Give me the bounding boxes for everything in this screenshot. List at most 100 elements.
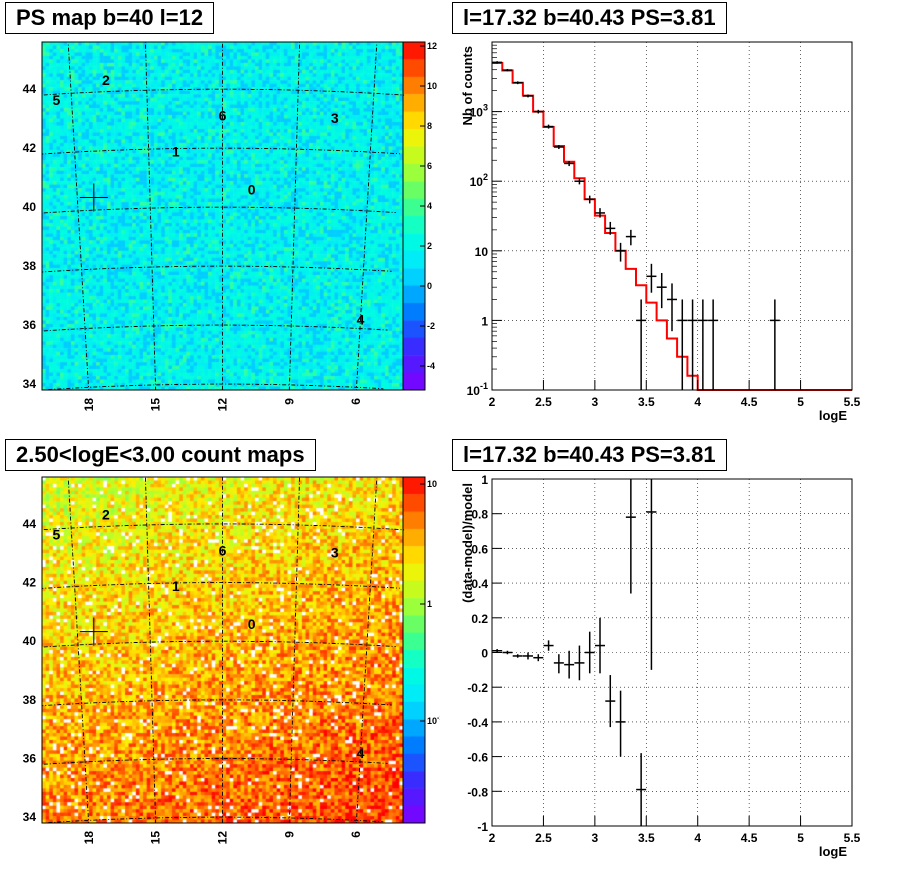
data-point (677, 299, 688, 390)
count-map-colorbar (403, 477, 425, 823)
y-tick-label: 0.2 (471, 612, 488, 626)
lat-tick-label: 34 (23, 377, 37, 391)
graticule-meridian (355, 43, 378, 403)
data-point (646, 479, 657, 670)
y-tick-label: 0 (481, 647, 488, 661)
x-tick-label: 4.5 (741, 395, 758, 409)
lat-tick-label: 44 (23, 517, 37, 531)
data-point (605, 221, 616, 235)
x-tick-label: 4.5 (741, 831, 758, 845)
y-axis-label: (data-model)/model (460, 483, 475, 603)
y-tick-label: -0.4 (467, 716, 488, 730)
data-point (533, 109, 544, 114)
data-point (625, 229, 636, 246)
colorbar-tick-label: 10 (427, 479, 437, 489)
data-point (523, 652, 533, 660)
x-tick-label: 2 (489, 395, 496, 409)
data-point (584, 195, 595, 204)
colorbar-frame (402, 476, 426, 824)
graticule-meridian (67, 43, 90, 403)
lat-tick-label: 38 (23, 693, 37, 707)
y-tick-label: 10-1 (467, 381, 488, 398)
lat-tick-label: 38 (23, 259, 37, 273)
graticule-parallel (25, 523, 405, 532)
map-frame (41, 41, 404, 391)
residual-chart: 2 2.5 3 3.5 4 4.5 5 5.5 -1 -0.8 -0.6 -0.4 -0.2 0 0.2 0.… (460, 473, 861, 859)
source-label: 5 (53, 527, 61, 543)
x-tick-label: 4 (694, 395, 701, 409)
source-label: 1 (172, 578, 180, 594)
residual-title: l=17.32 b=40.43 PS=3.81 (452, 439, 727, 471)
graticule-parallel (39, 699, 392, 707)
x-tick-label: 5 (797, 395, 804, 409)
x-tick-label: 4 (694, 831, 701, 845)
source-label: 6 (219, 108, 227, 124)
graticule-parallel (48, 383, 384, 391)
graticule-parallel (48, 816, 384, 824)
spectrum-panel: 2 2.5 3 3.5 4 4.5 5 5.5 10-1 1 10 102 103 logE Nb of c… (440, 0, 898, 430)
data-point (533, 654, 544, 662)
y-tick-label: 102 (470, 172, 488, 189)
source-label: 3 (331, 110, 339, 126)
graticule-parallel (30, 147, 400, 156)
data-point (697, 299, 708, 390)
ps-map-colorbar (403, 42, 425, 390)
x-axis-label: logE (819, 844, 847, 859)
data-point (667, 283, 677, 332)
data-point (769, 299, 780, 390)
lat-tick-label: 40 (23, 634, 37, 648)
y-tick-label: 0.4 (471, 577, 488, 591)
lon-tick-label: 18 (82, 831, 96, 845)
colorbar-tick-label: 1 (427, 599, 432, 609)
lat-tick-label: 42 (23, 576, 37, 590)
source-label: 4 (357, 745, 365, 761)
data-point (574, 178, 585, 185)
source-label: 5 (53, 92, 61, 108)
data-point (574, 645, 585, 681)
source-label: 0 (248, 182, 256, 198)
x-tick-label: 2 (489, 831, 496, 845)
lat-tick-label: 44 (23, 82, 37, 96)
y-tick-label: 1 (481, 314, 488, 328)
colorbar-tick-label: 2 (427, 241, 432, 251)
lon-tick-label: 9 (282, 831, 296, 838)
y-tick-label: 103 (470, 103, 488, 120)
data-point (543, 124, 554, 129)
data-point (656, 272, 667, 309)
x-axis-label: logE (819, 408, 847, 423)
x-tick-label: 5 (797, 831, 804, 845)
colorbar-frame (402, 41, 426, 391)
data-point (553, 654, 564, 674)
residual-panel: 2 2.5 3 3.5 4 4.5 5 5.5 -1 -0.8 -0.6 -0.4 -0.2 0 0.2 0.… (440, 435, 898, 871)
lon-tick-label: 6 (349, 398, 363, 405)
data-point (646, 263, 657, 293)
colorbar-tick-label: 4 (427, 201, 432, 211)
data-point (492, 61, 503, 64)
graticule-meridian (288, 475, 301, 833)
graticule-meridian (144, 40, 157, 400)
colorbar-tick-label: 12 (427, 41, 437, 51)
data-point (687, 299, 698, 390)
graticule-meridian (67, 478, 90, 836)
model-step-line (492, 62, 852, 391)
x-tick-label: 3.5 (638, 395, 655, 409)
data-point (625, 479, 636, 594)
x-tick-label: 3 (592, 831, 599, 845)
map-frame (41, 476, 404, 824)
x-tick-label: 3 (592, 395, 599, 409)
lat-tick-label: 36 (23, 751, 37, 765)
data-point (584, 631, 595, 674)
x-tick-label: 2.5 (535, 395, 552, 409)
y-tick-label: -0.2 (467, 681, 488, 695)
data-point (512, 654, 523, 658)
source-label: 2 (102, 72, 110, 88)
x-tick-label: 3.5 (638, 831, 655, 845)
y-axis-label: Nb of counts (460, 46, 475, 125)
lon-tick-label: 15 (149, 831, 163, 845)
colorbar-tick-label: 10-1 (427, 715, 440, 726)
spectrum-title: l=17.32 b=40.43 PS=3.81 (452, 2, 727, 34)
spectrum-chart: 2 2.5 3 3.5 4 4.5 5 5.5 10-1 1 10 102 103 logE Nb of c… (460, 41, 861, 423)
